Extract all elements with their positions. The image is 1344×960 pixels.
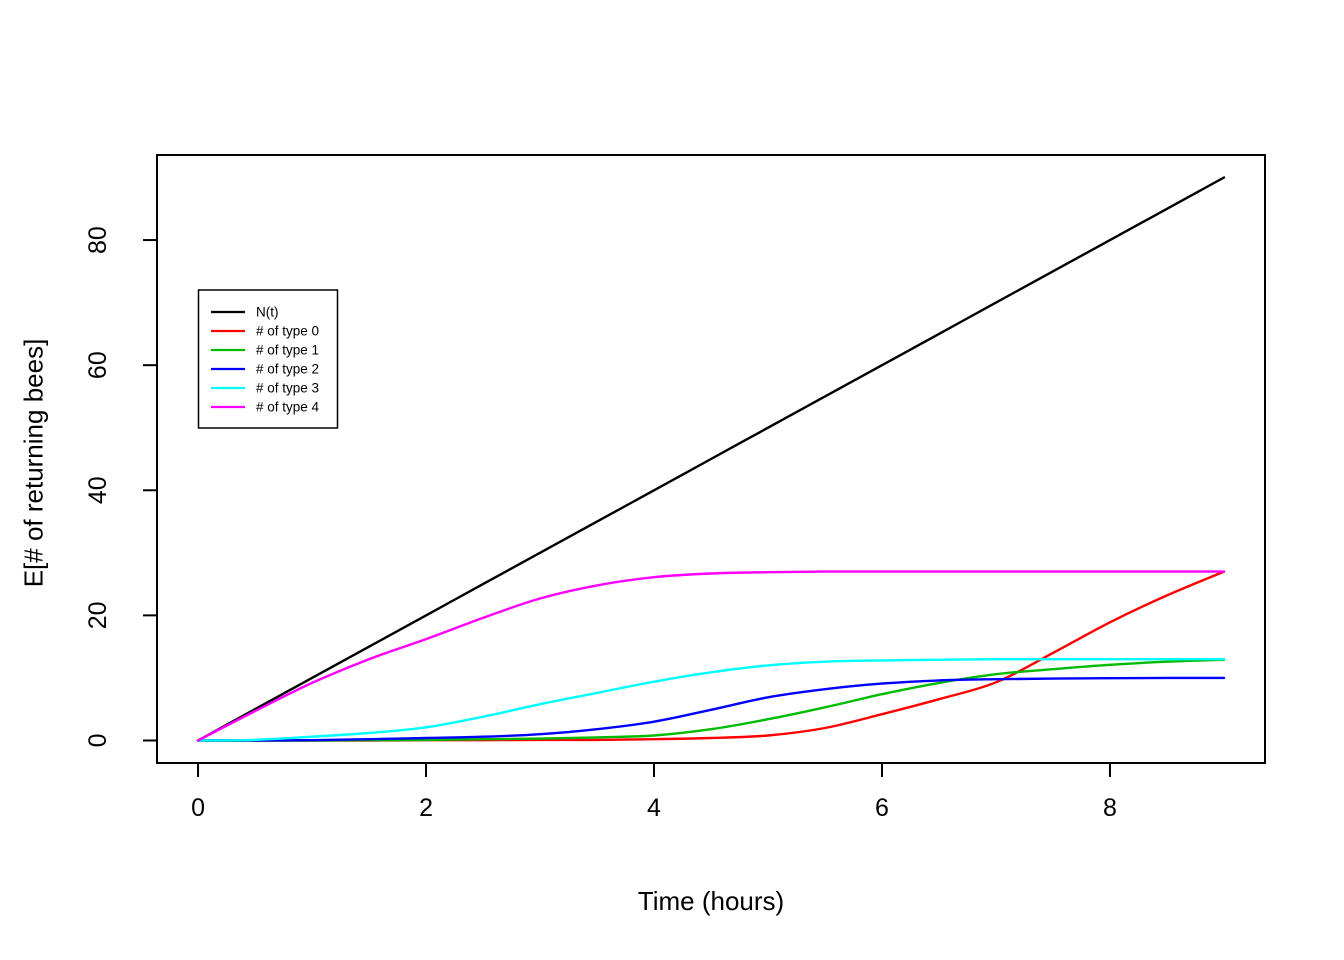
x-axis-title: Time (hours) [637,886,785,916]
legend-label: # of type 2 [256,362,319,377]
y-tick-label: 80 [84,226,112,254]
y-tick-label: 60 [84,351,112,379]
legend-label: # of type 1 [256,343,319,358]
series-line-of-type-2 [196,676,1226,742]
series-line-of-type-4 [196,570,1226,742]
legend-label: # of type 4 [256,400,320,415]
y-tick-label: 40 [84,476,112,504]
x-tick-label: 8 [1103,794,1117,822]
x-tick-label: 0 [191,794,205,822]
x-tick-label: 4 [647,794,661,822]
plot-box [156,154,1266,764]
legend-label: # of type 3 [256,381,319,396]
x-tick-label: 6 [875,794,889,822]
series-line-of-type-3 [196,657,1226,742]
legend-label: # of type 0 [256,324,319,339]
series-line-n-t [196,176,1226,742]
legend-label: N(t) [256,305,279,320]
x-tick-label: 2 [419,794,433,822]
y-tick-label: 0 [84,734,112,748]
y-tick-label: 20 [84,601,112,629]
y-axis-title: E[# of returning bees] [18,338,49,588]
